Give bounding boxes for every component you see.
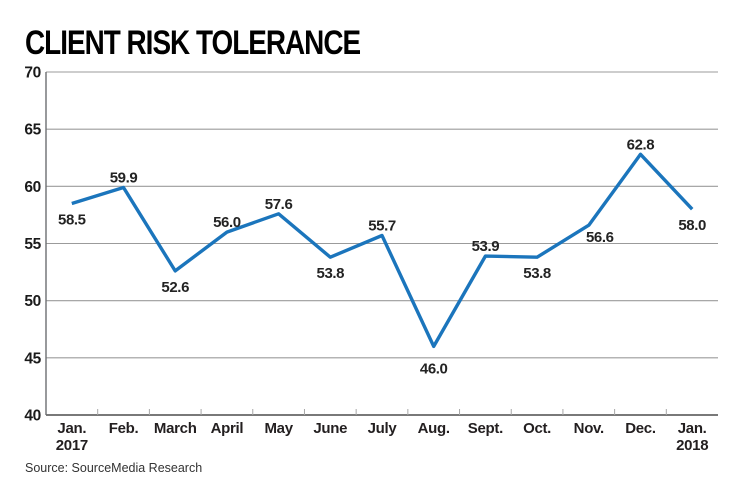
data-point-label: 46.0	[420, 360, 448, 377]
data-point-label: 52.6	[161, 279, 189, 296]
x-axis-label: Nov.	[574, 420, 604, 437]
y-axis-tick-label: 70	[24, 65, 41, 82]
data-point-label: 57.6	[265, 196, 293, 213]
data-point-label: 56.6	[586, 229, 614, 246]
x-axis-label: Aug.	[418, 420, 450, 437]
y-axis-tick-label: 55	[24, 236, 41, 253]
data-point-label: 53.9	[472, 238, 500, 255]
data-point-label: 59.9	[110, 169, 138, 186]
trend-line	[71, 152, 694, 349]
data-point-label: 62.8	[627, 136, 655, 153]
x-axis-label: Oct.	[523, 420, 551, 437]
chart-title: CLIENT RISK TOLERANCE	[25, 24, 361, 62]
y-axis-tick-label: 40	[24, 408, 41, 425]
x-axis-label: Sept.	[468, 420, 503, 437]
x-axis-label: June	[313, 420, 347, 437]
data-point-label: 55.7	[368, 217, 396, 234]
x-axis-label: Dec.	[625, 420, 656, 437]
source-attribution: Source: SourceMedia Research	[25, 461, 203, 475]
data-point-label: 58.5	[58, 211, 86, 228]
x-axis-label: Jan.	[678, 420, 707, 437]
y-axis-tick-label: 50	[24, 293, 41, 310]
x-axis-label: July	[368, 420, 398, 437]
x-axis-label: March	[154, 420, 197, 437]
x-axis-label: April	[211, 420, 244, 437]
y-axis-tick-label: 45	[24, 350, 41, 367]
x-axis-label: 2017	[56, 437, 88, 454]
x-axis-label: Jan.	[57, 420, 86, 437]
x-axis-label: Feb.	[109, 420, 139, 437]
data-point-label: 53.8	[317, 265, 345, 282]
x-axis-label: 2018	[676, 437, 708, 454]
y-axis-tick-label: 60	[24, 179, 41, 196]
data-point-label: 58.0	[678, 217, 706, 234]
data-point-label: 56.0	[213, 214, 241, 231]
y-axis-tick-label: 65	[24, 122, 41, 139]
data-point-label: 53.8	[523, 265, 551, 282]
x-axis-label: May	[264, 420, 293, 437]
